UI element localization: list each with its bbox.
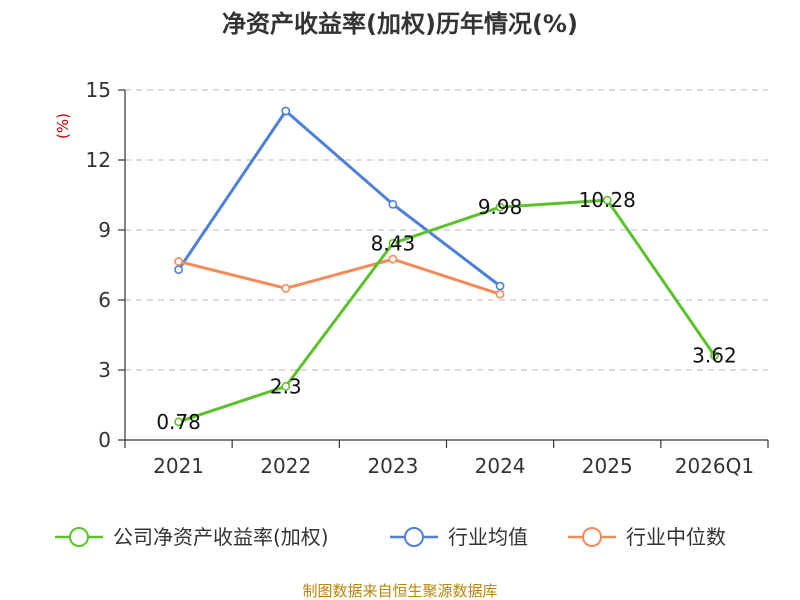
- data-point-s0-2026Q1: [710, 351, 719, 360]
- grid-lines: [125, 89, 768, 371]
- x-tick-label-2026Q1: 2026Q1: [675, 454, 754, 478]
- x-tick-label-2024: 2024: [475, 454, 526, 478]
- legend-label-0: 公司净资产收益率(加权): [113, 525, 329, 549]
- series-line-1: [177, 109, 502, 288]
- data-point-s0-2021: [174, 417, 183, 427]
- x-tick-label-2021: 2021: [153, 454, 204, 478]
- y-tick-label-0: 0: [98, 428, 111, 452]
- data-point-s1-2023: [388, 199, 398, 209]
- data-point-s0-2024: [495, 202, 505, 212]
- y-tick-label-12: 12: [86, 148, 111, 172]
- axes: 0 3 6 9 12 15 2021 2022 2023 2024 2025 2026Q1: [86, 78, 769, 478]
- data-point-s2-2021: [174, 257, 183, 266]
- data-point-s1-2022: [281, 106, 291, 116]
- x-tick-label-2025: 2025: [582, 454, 633, 478]
- data-point-s0-2022: [281, 381, 291, 391]
- series-layer: [174, 106, 719, 427]
- data-label-2025: 10.28: [579, 188, 636, 212]
- y-tick-label-3: 3: [98, 358, 111, 382]
- data-label-2026Q1: 3.62: [692, 344, 737, 368]
- data-label-2023: 8.43: [371, 231, 416, 255]
- legend-marker-1: [404, 527, 424, 547]
- data-label-2021: 0.78: [156, 410, 201, 434]
- data-point-s2-2024: [495, 289, 505, 299]
- data-point-s0-2023: [388, 238, 398, 248]
- series-line-2: [178, 257, 501, 296]
- legend-label-2: 行业中位数: [626, 525, 726, 549]
- legend: 公司净资产收益率(加权) 行业均值 行业中位数: [55, 525, 726, 549]
- y-tick-label-15: 15: [86, 78, 111, 102]
- y-tick-label-6: 6: [98, 288, 111, 312]
- legend-marker-2: [582, 527, 602, 547]
- data-point-s1-2021: [174, 265, 183, 275]
- data-labels: 0.78 2.3 8.43 9.98 10.28 3.62: [156, 188, 736, 434]
- data-point-s1-2024: [495, 281, 505, 291]
- source-note: 制图数据来自恒生聚源数据库: [302, 582, 497, 600]
- y-axis-unit-label: (%): [54, 113, 72, 139]
- legend-label-1: 行业均值: [448, 525, 528, 549]
- legend-marker-0: [69, 527, 89, 547]
- data-label-2022: 2.3: [270, 374, 302, 398]
- data-point-s2-2023: [388, 254, 398, 264]
- y-tick-label-9: 9: [98, 218, 111, 242]
- chart-title: 净资产收益率(加权)历年情况(%): [222, 10, 578, 38]
- x-tick-label-2023: 2023: [367, 454, 418, 478]
- data-label-2024: 9.98: [478, 195, 523, 219]
- data-point-s0-2025: [602, 195, 612, 205]
- x-tick-label-2022: 2022: [260, 454, 311, 478]
- series-line-0: [178, 198, 716, 424]
- data-point-s2-2022: [281, 283, 291, 293]
